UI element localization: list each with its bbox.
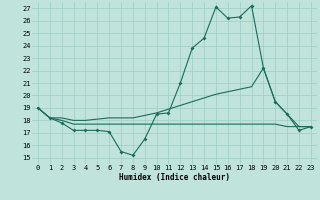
X-axis label: Humidex (Indice chaleur): Humidex (Indice chaleur) [119,173,230,182]
